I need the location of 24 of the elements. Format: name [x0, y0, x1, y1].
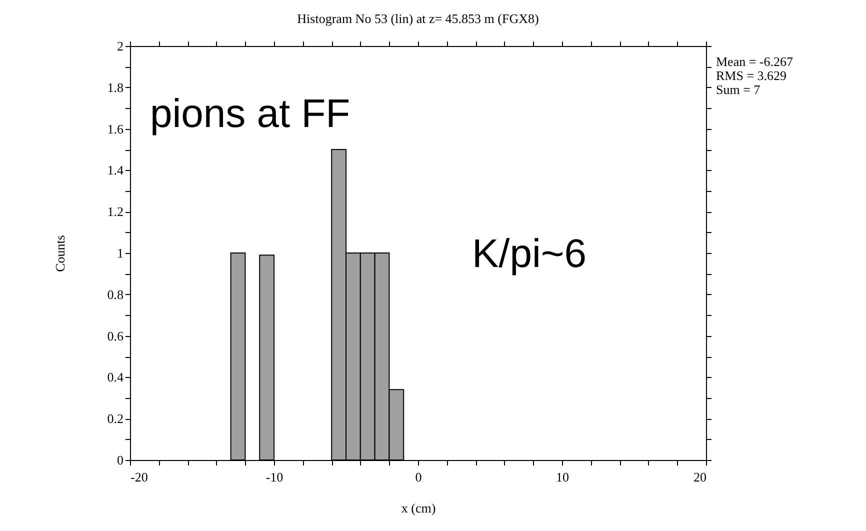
text: Mean = -6.267 — [716, 54, 794, 69]
y-tick-label: 0.4 — [107, 370, 124, 385]
y-tick-label: 0 — [117, 452, 124, 468]
text: Sum = 7 — [716, 82, 760, 97]
y-tick-label: 0.8 — [107, 286, 124, 302]
x-tick-label: -10 — [266, 470, 284, 484]
annotation: pions at FF — [150, 92, 350, 136]
chart-title: Histogram No 53 (lin) at z= 45.853 m (FGX8) — [297, 11, 539, 26]
annotation: K/pi~6 — [472, 232, 587, 276]
x-tick-label: 0 — [415, 470, 422, 484]
y-tick-label: 1.2 — [107, 204, 124, 220]
y-axis-title: Counts — [52, 235, 68, 272]
y-tick-label: 1.6 — [107, 121, 124, 136]
y-tick-label: 2 — [117, 38, 124, 54]
x-tick-label: 20 — [694, 470, 706, 484]
x-tick-label: -20 — [130, 470, 148, 484]
y-tick-label: 0.6 — [107, 328, 124, 344]
y-tick-label: 1.8 — [107, 80, 124, 95]
y-tick-label: 1 — [117, 246, 124, 260]
x-axis-title: x (cm) — [401, 500, 436, 516]
text: RMS = 3.629 — [716, 68, 787, 83]
y-tick-label: 1.4 — [107, 162, 124, 178]
y-tick-label: 0.2 — [107, 411, 124, 426]
x-tick-label: 10 — [556, 470, 569, 484]
